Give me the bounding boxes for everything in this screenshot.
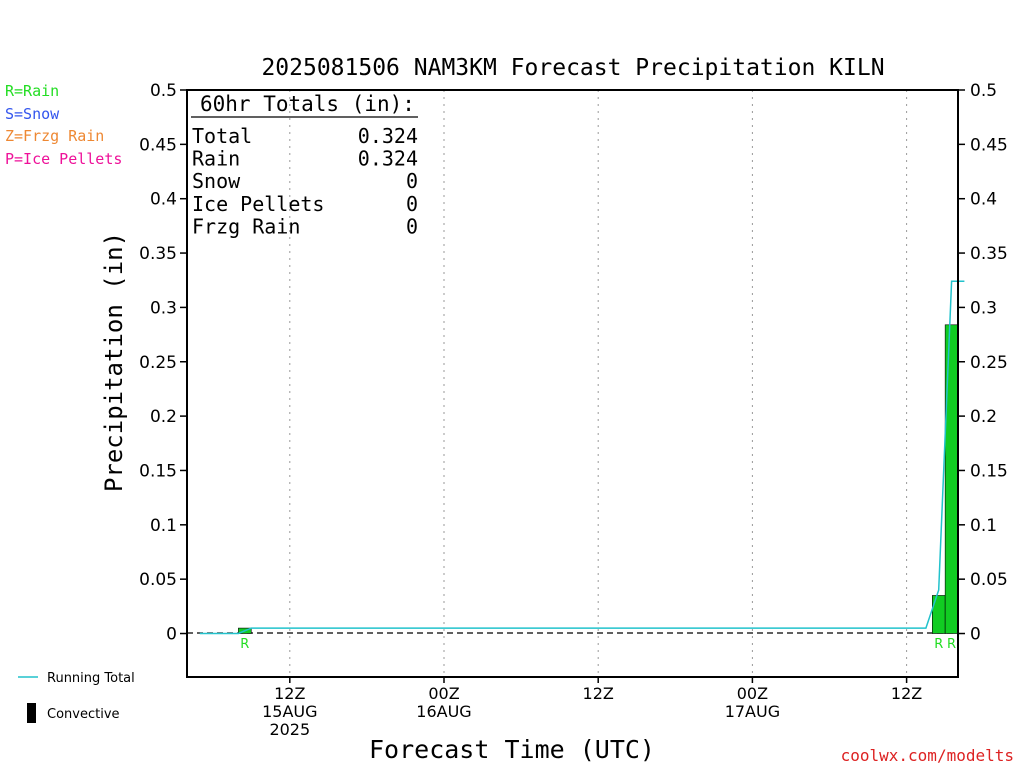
y-tick-label-left: 0.25 <box>139 353 177 373</box>
y-tick-label-right: 0.2 <box>970 407 997 427</box>
y-tick-label-right: 0.3 <box>970 298 997 318</box>
totals-heading: 60hr Totals (in): <box>200 92 415 116</box>
credit-text: coolwx.com/modelts <box>841 746 1014 765</box>
totals-row-value: 0.324 <box>358 124 418 148</box>
y-tick-label-left: 0.15 <box>139 461 177 481</box>
line-legend: Running Total Convective <box>18 671 135 723</box>
y-tick-label-right: 0.1 <box>970 516 997 536</box>
totals-row-label: Total <box>192 124 252 148</box>
y-axis-ticks: 0 00.05 0.050.1 0.10.15 0.150.2 0.20.25 0.250.… <box>139 81 1008 645</box>
x-tick-label: 00Z <box>737 684 768 703</box>
x-tick-label: 00Z <box>428 684 459 703</box>
y-tick-label-right: 0 <box>970 625 981 645</box>
ptype-label: R <box>947 637 956 652</box>
chart-title: 2025081506 NAM3KM Forecast Precipitation… <box>261 55 884 81</box>
running-total-line <box>199 280 965 635</box>
totals-row-value: 0.324 <box>358 147 418 171</box>
y-tick-label-right: 0.35 <box>970 244 1008 264</box>
totals-row-value: 0 <box>406 192 418 216</box>
x-tick-label: 12Z <box>583 684 614 703</box>
totals-row-label: Frzg Rain <box>192 214 300 238</box>
x-tick-label: 12Z <box>274 684 305 703</box>
y-tick-label-right: 0.45 <box>970 135 1008 155</box>
y-tick-label-left: 0.4 <box>150 190 177 210</box>
x-tick-label: 17AUG <box>725 702 780 721</box>
legend-snow: S=Snow <box>5 105 60 123</box>
convective-legend-label: Convective <box>47 707 120 722</box>
y-tick-label-left: 0.1 <box>150 516 177 536</box>
y-tick-label-right: 0.5 <box>970 81 997 101</box>
rain-bars <box>238 324 959 634</box>
totals-row-label: Rain <box>192 147 240 171</box>
x-axis-label: Forecast Time (UTC) <box>369 735 655 764</box>
legend-ice-pellets: P=Ice Pellets <box>5 150 122 168</box>
y-tick-label-left: 0.35 <box>139 244 177 264</box>
totals-row-value: 0 <box>406 169 418 193</box>
y-axis-label: Precipitation (in) <box>100 232 128 492</box>
y-tick-label-left: 0.5 <box>150 81 177 101</box>
y-tick-label-right: 0.25 <box>970 353 1008 373</box>
legend-frzg-rain: Z=Frzg Rain <box>5 127 104 145</box>
y-tick-label-right: 0.15 <box>970 461 1008 481</box>
plot-frame <box>186 89 959 678</box>
y-tick-label-left: 0 <box>166 625 177 645</box>
y-tick-label-left: 0.45 <box>139 135 177 155</box>
totals-row-label: Ice Pellets <box>192 192 324 216</box>
ptype-legend: R=Rain S=Snow Z=Frzg Rain P=Ice Pellets <box>5 82 122 168</box>
vertical-gridlines <box>289 90 908 677</box>
rain-bar <box>944 324 959 634</box>
totals-box: 60hr Totals (in): Total 0.324 Rain 0.324 Sno… <box>191 92 418 238</box>
running-total-legend-label: Running Total <box>47 671 135 686</box>
y-tick-label-left: 0.2 <box>150 407 177 427</box>
x-tick-label: 16AUG <box>416 702 471 721</box>
ptype-label: R <box>934 637 943 652</box>
y-tick-label-right: 0.4 <box>970 190 997 210</box>
x-tick-label: 2025 <box>269 720 310 739</box>
y-tick-label-right: 0.05 <box>970 570 1008 590</box>
x-tick-label: 12Z <box>891 684 922 703</box>
legend-rain: R=Rain <box>5 82 59 100</box>
x-tick-label: 15AUG <box>262 702 317 721</box>
convective-legend-swatch <box>27 703 36 723</box>
y-tick-label-left: 0.3 <box>150 298 177 318</box>
ptype-label: R <box>240 637 249 652</box>
y-tick-label-left: 0.05 <box>139 570 177 590</box>
totals-row-value: 0 <box>406 214 418 238</box>
totals-row-label: Snow <box>192 169 241 193</box>
